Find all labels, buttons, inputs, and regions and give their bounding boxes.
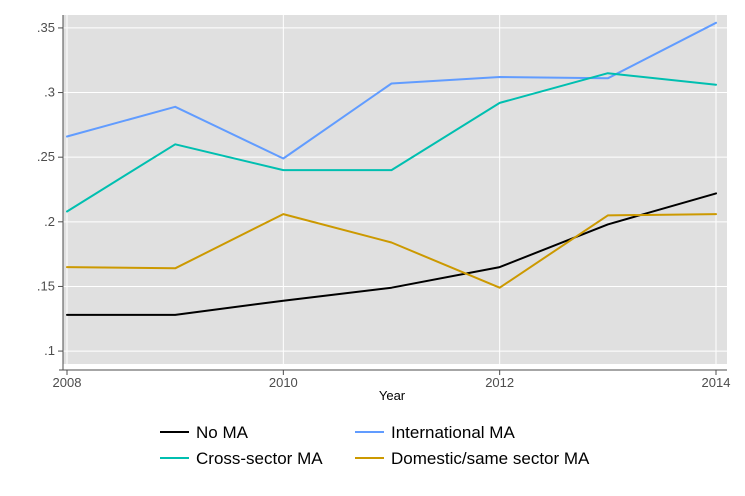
series-line-domestic-same-sector-ma [66, 213, 717, 289]
series-line-international-ma [66, 21, 717, 160]
y-tick-label: .15 [37, 278, 55, 293]
legend: No MA International MA Cross-sector MA Dome… [160, 423, 590, 468]
x-axis-title: Year [379, 388, 406, 403]
y-tick-label: .2 [44, 214, 55, 229]
legend-label-no-ma: No MA [196, 423, 249, 442]
y-tick-label: .3 [44, 85, 55, 100]
x-tick-label: 2008 [53, 375, 82, 390]
y-tick-label: .35 [37, 20, 55, 35]
gridlines [63, 15, 727, 364]
axes: .1 .15 .2 .25 .3 .35 2008 2010 2012 2014 [37, 15, 731, 390]
series-lines [66, 21, 717, 316]
series-line-cross-sector-ma [66, 72, 717, 213]
series-line-no-ma [66, 192, 717, 316]
x-tick-label: 2010 [269, 375, 298, 390]
legend-label-domestic-same-sector-ma: Domestic/same sector MA [391, 449, 590, 468]
legend-label-international-ma: International MA [391, 423, 515, 442]
legend-label-cross-sector-ma: Cross-sector MA [196, 449, 323, 468]
x-tick-label: 2012 [485, 375, 514, 390]
x-tick-label: 2014 [702, 375, 731, 390]
y-tick-label: .25 [37, 149, 55, 164]
y-tick-label: .1 [44, 343, 55, 358]
